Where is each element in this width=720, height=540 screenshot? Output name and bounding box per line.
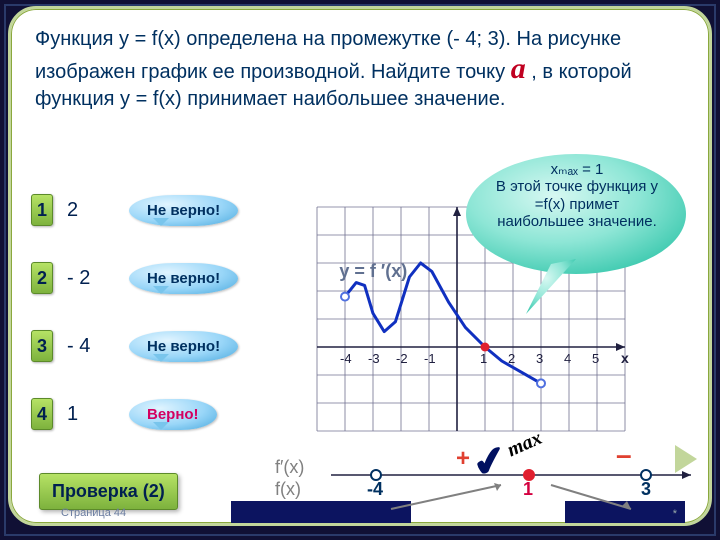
- a-symbol: a: [511, 52, 526, 85]
- page-footer: Страница 44: [61, 507, 126, 519]
- svg-text:y = f ′(x): y = f ′(x): [339, 261, 407, 281]
- callout-text: xₘₐₓ = 1 В этой точке функция y =f(x) пр…: [492, 161, 662, 230]
- svg-text:1: 1: [480, 351, 487, 366]
- feedback-bubble: Не верно!: [129, 331, 238, 362]
- f-label: f(x): [275, 479, 301, 500]
- answers-block: 1 2 Не верно! 2 - 2 Не верно! 3 - 4 Не в…: [31, 194, 238, 466]
- svg-text:-3: -3: [368, 351, 380, 366]
- svg-text:5: 5: [592, 351, 599, 366]
- svg-text:4: 4: [564, 351, 571, 366]
- answer-row: 3 - 4 Не верно!: [31, 330, 238, 362]
- answer-btn-2[interactable]: 2: [31, 262, 53, 294]
- answer-value: - 2: [67, 267, 103, 290]
- answer-btn-3[interactable]: 3: [31, 330, 53, 362]
- callout-bubble: xₘₐₓ = 1 В этой точке функция y =f(x) пр…: [456, 149, 696, 319]
- answer-btn-4[interactable]: 4: [31, 398, 53, 430]
- feedback-bubble: Не верно!: [129, 195, 238, 226]
- answer-value: 1: [67, 403, 103, 426]
- answer-row: 4 1 Верно!: [31, 398, 238, 430]
- tick-label: 3: [641, 479, 651, 500]
- answer-row: 2 - 2 Не верно!: [31, 262, 238, 294]
- callout-body: В этой точке функция y =f(x) примет наиб…: [496, 178, 658, 230]
- feedback-bubble: Не верно!: [129, 263, 238, 294]
- f-deriv-label: f′(x): [275, 457, 304, 478]
- question-text: Функция y = f(x) определена на промежутк…: [35, 27, 689, 111]
- tick-label: 1: [523, 479, 533, 500]
- svg-text:-2: -2: [396, 351, 408, 366]
- answer-value: - 4: [67, 335, 103, 358]
- feedback-bubble-correct: Верно!: [129, 399, 217, 430]
- answer-btn-1[interactable]: 1: [31, 194, 53, 226]
- answer-row: 1 2 Не верно!: [31, 194, 238, 226]
- svg-text:3: 3: [536, 351, 543, 366]
- next-button[interactable]: [675, 445, 697, 473]
- answer-value: 2: [67, 199, 103, 222]
- check-button[interactable]: Проверка (2): [39, 473, 178, 510]
- svg-text:-1: -1: [424, 351, 436, 366]
- callout-xmax: xₘₐₓ = 1: [551, 161, 604, 178]
- plus-sign: +: [456, 445, 470, 473]
- number-line: f′(x) f(x) + – max ✔ -4 1 3: [271, 459, 701, 526]
- slide: Функция y = f(x) определена на промежутк…: [8, 6, 712, 526]
- svg-text:-4: -4: [340, 351, 352, 366]
- minus-sign: –: [616, 439, 632, 471]
- tick-label: -4: [367, 479, 383, 500]
- svg-text:x: x: [621, 350, 629, 366]
